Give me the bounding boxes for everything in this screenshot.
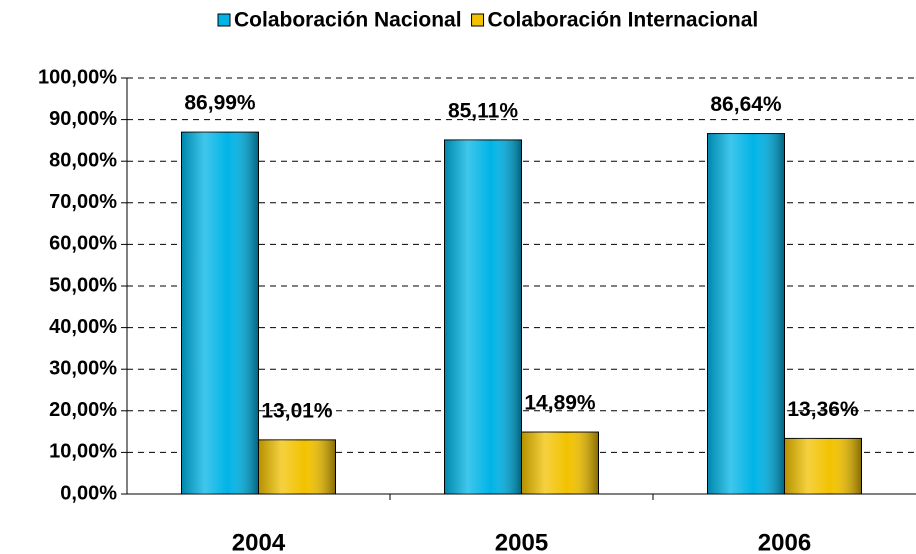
legend-label: Colaboración Nacional (234, 9, 462, 32)
value-label: 86,99% (184, 92, 256, 115)
bar-shade (707, 133, 785, 494)
bar-shade (444, 139, 522, 495)
y-tick-label: 30,00% (49, 357, 117, 379)
bar-shade (181, 132, 259, 495)
value-label: 13,36% (787, 398, 859, 421)
y-tick-label: 10,00% (49, 441, 117, 463)
y-tick-label: 20,00% (49, 399, 117, 421)
x-tick-label: 2004 (232, 529, 286, 554)
bar-shade (258, 439, 336, 494)
y-tick-label: 0,00% (60, 482, 117, 504)
legend-swatch (471, 13, 485, 27)
y-tick-label: 100,00% (38, 66, 117, 88)
value-label: 85,11% (448, 99, 518, 122)
value-label: 86,64% (710, 93, 782, 116)
value-label: 14,89% (524, 392, 596, 415)
y-tick-label: 70,00% (49, 191, 117, 213)
legend-label: Colaboración Internacional (488, 9, 759, 32)
bar-shade (784, 438, 862, 494)
y-tick-label: 40,00% (49, 316, 117, 338)
bar-shade (521, 432, 599, 494)
y-tick-label: 60,00% (49, 233, 117, 255)
legend-swatch (217, 13, 231, 27)
y-tick-label: 90,00% (49, 108, 117, 130)
x-tick-label: 2005 (495, 529, 548, 554)
y-tick-label: 80,00% (49, 149, 117, 171)
x-tick-label: 2006 (758, 529, 811, 554)
value-label: 13,01% (261, 399, 333, 422)
y-tick-label: 50,00% (49, 274, 117, 296)
